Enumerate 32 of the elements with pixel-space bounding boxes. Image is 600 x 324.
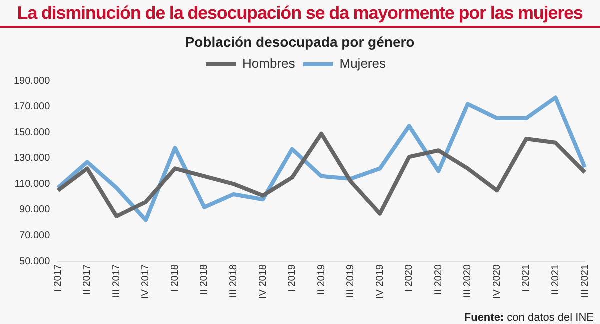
x-tick-label: III 2019: [346, 264, 357, 298]
x-tick-label: IV 2018: [258, 264, 269, 300]
legend-label: Hombres: [242, 56, 296, 72]
x-tick-label: II 2020: [433, 264, 444, 296]
y-tick-label: 110.000: [14, 178, 51, 190]
y-tick-label: 90.000: [20, 204, 51, 216]
y-tick-label: 50.000: [20, 256, 51, 268]
chart-title: La disminución de la desocupación se da mayormente por las mujeres: [0, 3, 600, 28]
chart-subtitle: Población desocupada por género: [184, 34, 416, 50]
y-tick-label: 170.000: [14, 102, 51, 113]
x-tick-label: I 2021: [521, 264, 532, 292]
x-tick-label: III 2018: [228, 264, 240, 298]
x-tick-label: IV 2017: [140, 264, 152, 300]
x-tick-label: II 2017: [82, 264, 94, 296]
x-tick-label: II 2018: [199, 264, 210, 296]
x-tick-label: IV 2019: [374, 264, 386, 300]
x-tick-label: I 2018: [170, 264, 181, 292]
y-tick-label: 70.000: [20, 230, 51, 242]
x-tick-label: III 2020: [462, 264, 474, 298]
x-tick-label: I 2020: [404, 264, 416, 292]
y-tick-label: 130.000: [14, 153, 51, 164]
x-tick-label: I 2017: [52, 264, 64, 292]
y-tick-label: 150.000: [14, 127, 51, 138]
x-tick-label: I 2019: [287, 264, 298, 292]
legend-label: Mujeres: [340, 56, 386, 72]
y-tick-label: 190.000: [14, 76, 51, 87]
x-tick-label: II 2021: [550, 264, 562, 296]
x-tick-label: II 2019: [316, 264, 328, 296]
x-tick-label: III 2017: [111, 264, 122, 298]
source-note: Fuente: con datos del INE: [464, 312, 594, 324]
x-tick-label: IV 2020: [492, 264, 503, 300]
x-tick-label: III 2021: [580, 264, 591, 298]
